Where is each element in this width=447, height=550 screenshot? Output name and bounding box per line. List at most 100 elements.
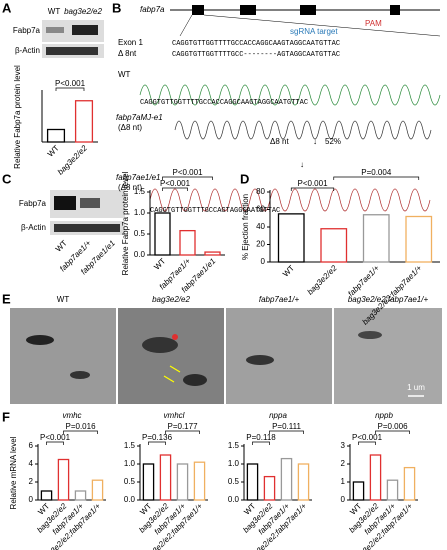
bar [91, 479, 104, 501]
y-axis-label: Relative Fabp7a protein level [13, 65, 22, 169]
y-tick-label: 1.0 [124, 459, 136, 468]
micrograph [334, 308, 442, 404]
panel-label: E [2, 291, 11, 306]
sequence: CAGGTGTTGGTTTTGCCACCAGGCAAGTAGGCAATGTTAC [172, 40, 340, 48]
arrow [163, 375, 175, 383]
x-tick-label: WT [152, 256, 167, 271]
bar [193, 461, 206, 501]
zoom-line [179, 14, 193, 37]
significance-bracket [55, 87, 85, 91]
arrow: ↓ [300, 160, 304, 169]
exon [300, 5, 316, 15]
zoom-line [203, 14, 441, 37]
significance-bracket [252, 441, 270, 445]
mitochondria [246, 355, 274, 365]
significance-bracket [290, 187, 335, 191]
y-axis-label: Relative Fabp7a protein level [121, 171, 130, 275]
p-value: P<0.001 [352, 433, 383, 442]
y-tick-label: 0.5 [124, 477, 136, 486]
bar [362, 214, 390, 263]
band [80, 198, 100, 208]
y-tick-label: 80 [256, 187, 265, 196]
y-tick-label: 0 [261, 257, 266, 266]
panel-label: B [112, 0, 121, 15]
p-value: P<0.001 [297, 179, 328, 188]
lane-label: WT [48, 7, 61, 16]
chart-title: nppa [269, 411, 287, 420]
bar [403, 466, 416, 501]
sequence: CAGGTGTTGGTTTTGCCACCAGGCAAGTAGGCAATGTTAC [140, 99, 308, 107]
significance-bracket [269, 430, 304, 434]
pam-label: PAM [365, 19, 382, 28]
chromatogram [149, 188, 431, 212]
p-value: P=0.177 [167, 422, 198, 431]
p-value: P=0.136 [142, 433, 173, 442]
significance-bracket [162, 176, 213, 180]
mitochondria [142, 337, 178, 353]
seq-label: Exon 1 [118, 38, 143, 47]
micrograph [118, 308, 224, 404]
bar [246, 463, 259, 501]
y-tick-label: 0.0 [124, 495, 136, 504]
y-tick-label: 1.5 [124, 441, 136, 450]
significance-bracket [375, 430, 410, 434]
bar [277, 213, 305, 263]
p-value: P=0.004 [361, 168, 392, 177]
exon [192, 5, 204, 15]
chromatogram [174, 120, 432, 140]
bar [154, 212, 171, 256]
marker [172, 334, 178, 340]
exon [390, 5, 400, 15]
seq-label: WT [118, 70, 131, 79]
bar [386, 479, 399, 501]
image-label: WT [57, 295, 70, 304]
y-axis-label: % Ejection fraction [241, 194, 250, 260]
x-tick-label: WT [46, 143, 61, 158]
p-value: P<0.001 [160, 179, 191, 188]
bar [176, 463, 189, 501]
band [46, 27, 64, 33]
percent-label: 52% [325, 137, 341, 146]
x-tick-label: fabp7ae1/+ [346, 263, 381, 298]
image-label: bag3e2/e2 [152, 295, 190, 304]
bar [405, 215, 433, 263]
micrograph [10, 308, 116, 404]
y-tick-label: 1.5 [228, 441, 240, 450]
p-value: P<0.001 [40, 433, 71, 442]
y-tick-label: 2 [29, 477, 34, 486]
gene-name: fabp7a [140, 5, 165, 14]
y-tick-label: 20 [256, 240, 265, 249]
y-tick-label: 0.5 [134, 229, 146, 238]
micrograph [226, 308, 332, 404]
arrow: ↓ [313, 137, 317, 146]
row-label: Fabp7a [19, 199, 47, 208]
significance-bracket [46, 441, 64, 445]
significance-bracket [162, 187, 188, 191]
x-tick-label: WT [281, 263, 296, 278]
chart-title: vmhc [62, 411, 81, 420]
y-tick-label: 2 [341, 459, 346, 468]
row-label: Fabp7a [13, 26, 41, 35]
lane-label: WT [54, 238, 69, 253]
mitochondria [70, 371, 90, 379]
y-tick-label: 6 [29, 441, 34, 450]
seq-label: fabp7ae1/e1 [116, 173, 161, 182]
mitochondria [183, 374, 207, 386]
p-value: P=0.006 [377, 422, 408, 431]
mitochondria [26, 335, 54, 345]
bar [204, 251, 221, 256]
p-value: P=0.118 [246, 433, 276, 442]
significance-bracket [148, 441, 166, 445]
y-tick-label: 0.0 [228, 495, 240, 504]
micrographs: 1 um [10, 308, 442, 404]
y-tick-label: 3 [341, 441, 346, 450]
band [46, 47, 98, 55]
bar [179, 229, 196, 256]
bar [369, 454, 382, 501]
y-tick-label: 4 [29, 459, 34, 468]
y-tick-label: 40 [256, 222, 265, 231]
band [54, 196, 76, 210]
seq-label: (Δ8 nt) [118, 123, 142, 132]
y-tick-label: 0 [29, 495, 34, 504]
